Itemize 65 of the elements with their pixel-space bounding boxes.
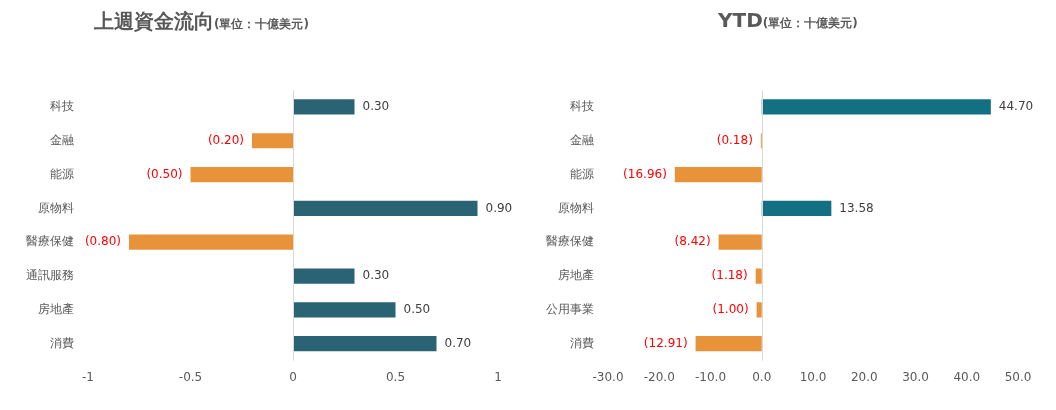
y-tick-label: 通訊服務: [26, 268, 74, 283]
x-tick-label: 0.5: [385, 369, 406, 384]
y-tick-label: 科技: [570, 99, 594, 114]
bar: [293, 336, 437, 352]
y-tick-label: 房地產: [558, 268, 594, 283]
y-tick-label: 消費: [570, 335, 594, 350]
bar: [761, 200, 832, 216]
data-label: 0.30: [362, 268, 390, 283]
bar: [129, 234, 293, 250]
x-tick-label: -0.5: [178, 369, 203, 384]
y-tick-label: 金融: [50, 132, 74, 147]
data-label: (16.96): [623, 166, 667, 181]
y-tick-label: 醫療保健: [546, 234, 594, 249]
x-tick-label: -10.0: [694, 369, 727, 384]
bar: [674, 166, 762, 183]
y-tick-label: 科技: [50, 99, 74, 114]
bar: [252, 133, 293, 149]
x-tick-label: 1: [494, 369, 502, 384]
bar: [761, 99, 991, 115]
bar: [293, 268, 355, 284]
data-label: (0.20): [207, 132, 244, 147]
data-label: (1.00): [712, 301, 749, 316]
data-label: (1.18): [711, 268, 748, 283]
bar: [293, 302, 396, 318]
x-tick-label: 20.0: [850, 369, 878, 384]
y-tick-label: 能源: [50, 166, 74, 181]
x-tick-label: -20.0: [643, 369, 675, 384]
bar: [293, 99, 355, 115]
y-tick-label: 消費: [50, 335, 74, 350]
data-label: (12.91): [643, 335, 688, 350]
data-label: 44.70: [998, 99, 1034, 114]
data-label: 0.30: [362, 99, 390, 114]
x-tick-label: 10.0: [799, 369, 827, 384]
chart-subtitle: (單位：十億美元): [762, 16, 858, 30]
bar: [718, 234, 762, 250]
data-label: 13.58: [839, 200, 874, 215]
y-tick-label: 能源: [570, 166, 594, 181]
chart-subtitle: (單位：十億美元): [214, 17, 309, 31]
bar: [756, 302, 762, 318]
chart-title: YTD: [718, 8, 763, 32]
data-label: (0.50): [146, 166, 183, 181]
bar: [293, 200, 478, 216]
x-tick-label: 0.0: [752, 369, 772, 384]
x-tick-label: 30.0: [902, 369, 929, 384]
x-tick-label: 50.0: [1004, 369, 1032, 384]
y-tick-label: 原物料: [38, 200, 74, 215]
y-tick-label: 公用事業: [546, 301, 594, 316]
x-tick-label: 0: [289, 369, 297, 384]
y-tick-label: 房地產: [38, 301, 74, 316]
data-label: 0.50: [403, 301, 431, 316]
bar: [695, 336, 762, 352]
x-tick-label: 40.0: [953, 369, 981, 384]
data-label: (0.80): [84, 234, 121, 249]
data-label: (0.18): [716, 132, 753, 147]
x-tick-label: -1: [82, 369, 94, 384]
y-tick-label: 原物料: [558, 200, 594, 215]
data-label: 0.70: [444, 335, 472, 350]
x-tick-label: -30.0: [592, 369, 624, 384]
chart-title: 上週資金流向: [94, 9, 214, 33]
y-tick-label: 醫療保健: [26, 234, 74, 249]
bar: [190, 166, 293, 183]
data-label: 0.90: [485, 200, 513, 215]
data-label: (8.42): [674, 234, 711, 249]
bar: [755, 268, 762, 284]
y-tick-label: 金融: [570, 132, 594, 147]
